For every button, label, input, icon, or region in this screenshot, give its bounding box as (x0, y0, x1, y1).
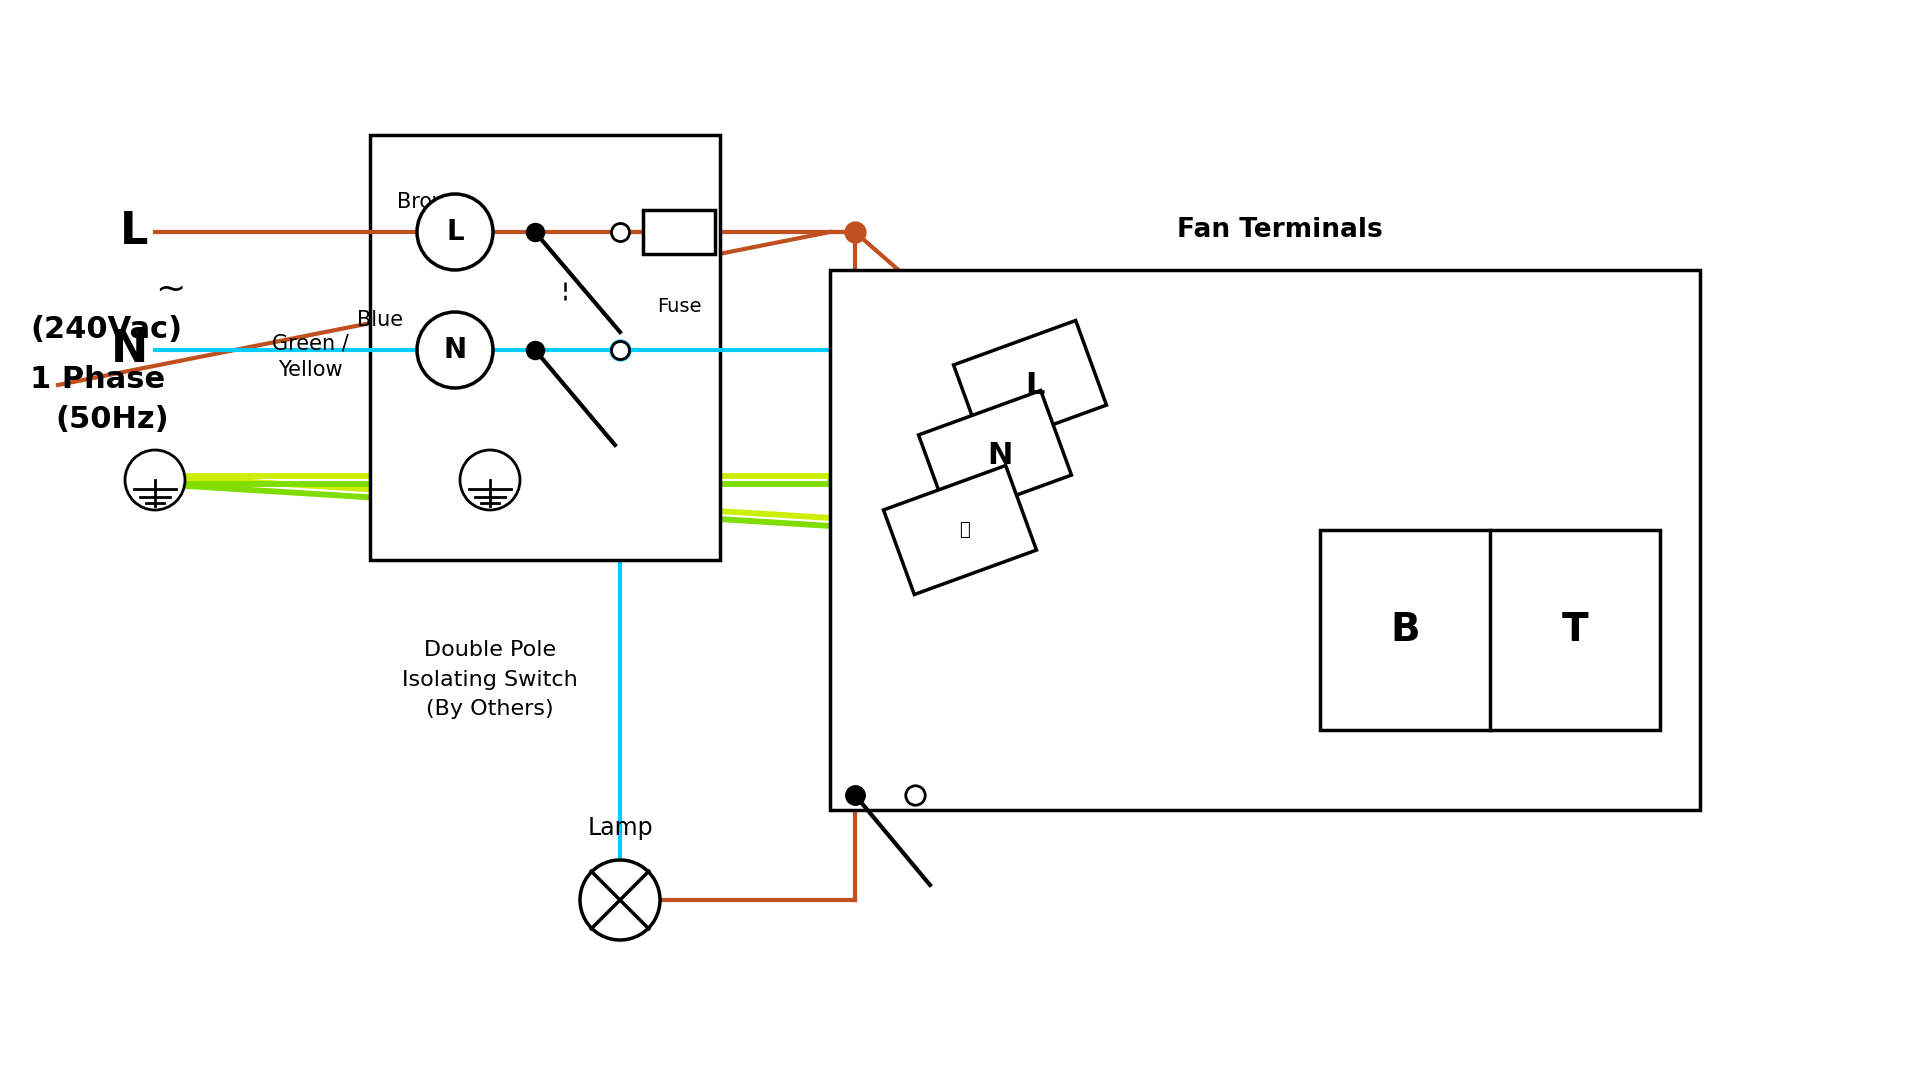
Text: B: B (1390, 611, 1419, 650)
Text: ~: ~ (156, 273, 186, 307)
Circle shape (417, 312, 493, 388)
Polygon shape (883, 466, 1037, 594)
Bar (829, 270, 1699, 809)
Text: L: L (1025, 371, 1044, 399)
Text: Fuse: Fuse (657, 297, 701, 316)
Text: L: L (445, 218, 465, 246)
Circle shape (580, 860, 660, 940)
Text: N: N (444, 336, 467, 364)
Text: Green /
Yellow: Green / Yellow (271, 334, 348, 380)
Text: ⏚: ⏚ (960, 521, 970, 539)
Text: (50Hz): (50Hz) (56, 406, 169, 434)
Text: 1 Phase: 1 Phase (31, 366, 165, 395)
Bar (371, 135, 720, 560)
Circle shape (461, 450, 520, 510)
Text: N: N (987, 441, 1012, 470)
Text: (240Vac): (240Vac) (31, 316, 182, 345)
Polygon shape (954, 321, 1106, 449)
Text: Double Pole
Isolating Switch
(By Others): Double Pole Isolating Switch (By Others) (401, 640, 578, 719)
Text: Lamp: Lamp (588, 816, 653, 840)
Text: L: L (119, 210, 148, 254)
Bar (643, 210, 714, 254)
Polygon shape (918, 391, 1071, 519)
Text: Brown: Brown (397, 191, 463, 212)
Text: Blue: Blue (357, 310, 403, 330)
Circle shape (125, 450, 184, 510)
Circle shape (417, 194, 493, 270)
Text: Fan Terminals: Fan Terminals (1177, 217, 1382, 243)
Text: T: T (1561, 611, 1588, 650)
Bar (1321, 530, 1661, 730)
Text: N: N (111, 329, 148, 371)
